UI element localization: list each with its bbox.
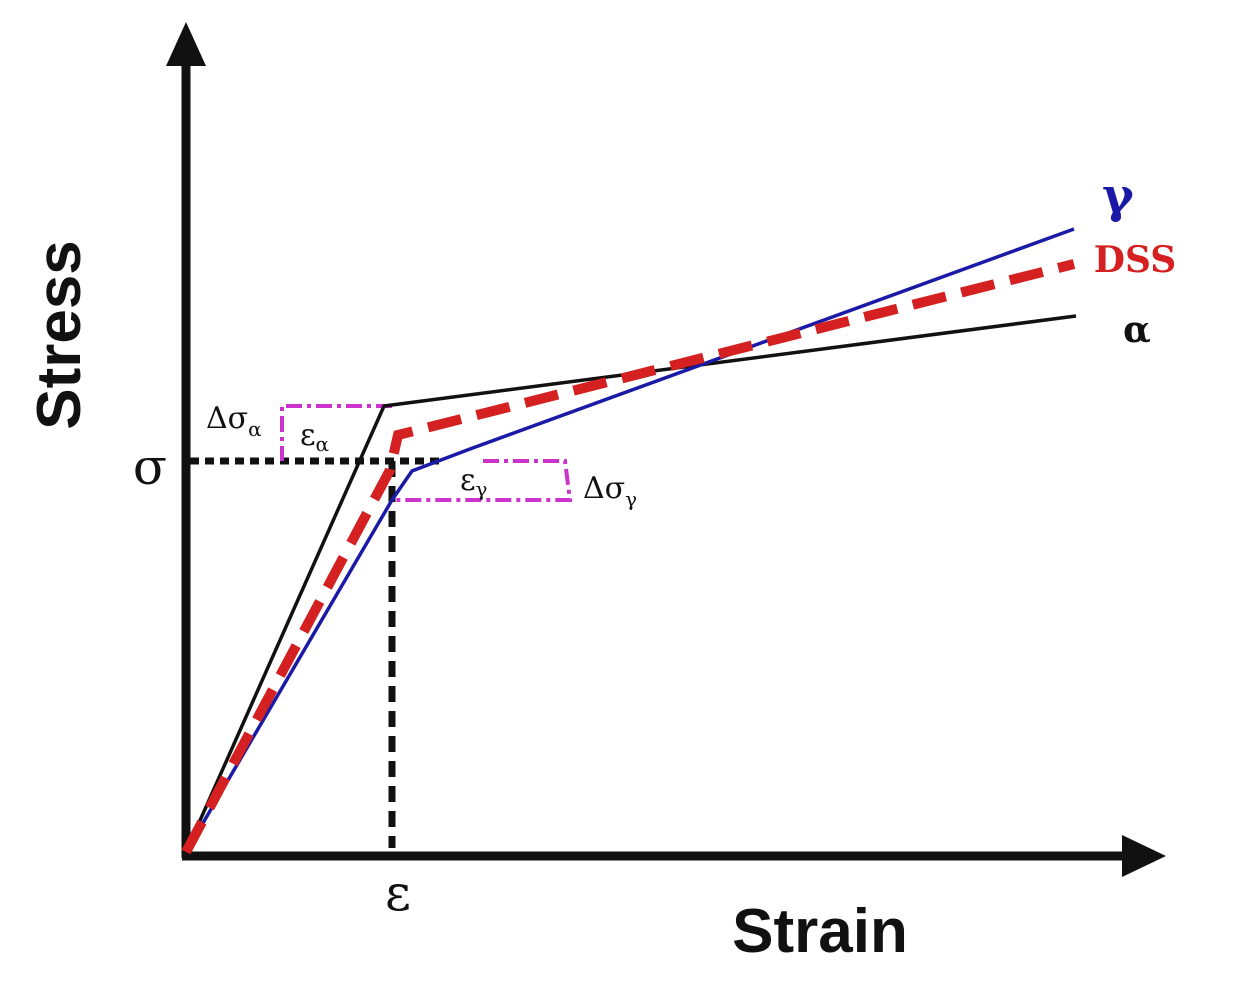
x-axis-arrowhead: [1122, 835, 1166, 877]
y-axis-title: Stress: [25, 240, 94, 430]
x-axis-title: Strain: [732, 897, 908, 966]
axes: [166, 22, 1166, 877]
epsilon-alpha-label: εα: [300, 418, 329, 456]
curves: [181, 227, 1077, 855]
delta-sigma-alpha-label: Δσα: [206, 401, 262, 441]
alpha-curve-label: α: [1123, 309, 1151, 351]
reference-lines: [190, 457, 440, 848]
alpha-curve: [184, 314, 1077, 853]
gamma-increment-marker: [392, 459, 573, 502]
y-axis-arrowhead: [166, 22, 206, 66]
alpha-increment-marker: [280, 404, 392, 461]
dss-curve-label: DSS: [1094, 239, 1176, 281]
sigma-label: σ: [133, 438, 167, 496]
gamma-curve: [184, 227, 1075, 853]
increment-markers: [280, 404, 573, 502]
delta-sigma-gamma-label: Δσγ: [583, 471, 637, 511]
epsilon-gamma-label: εγ: [460, 463, 488, 501]
dss-curve: [181, 259, 1076, 855]
gamma-curve-label: γ: [1102, 168, 1134, 224]
epsilon-label: ε: [385, 864, 411, 922]
